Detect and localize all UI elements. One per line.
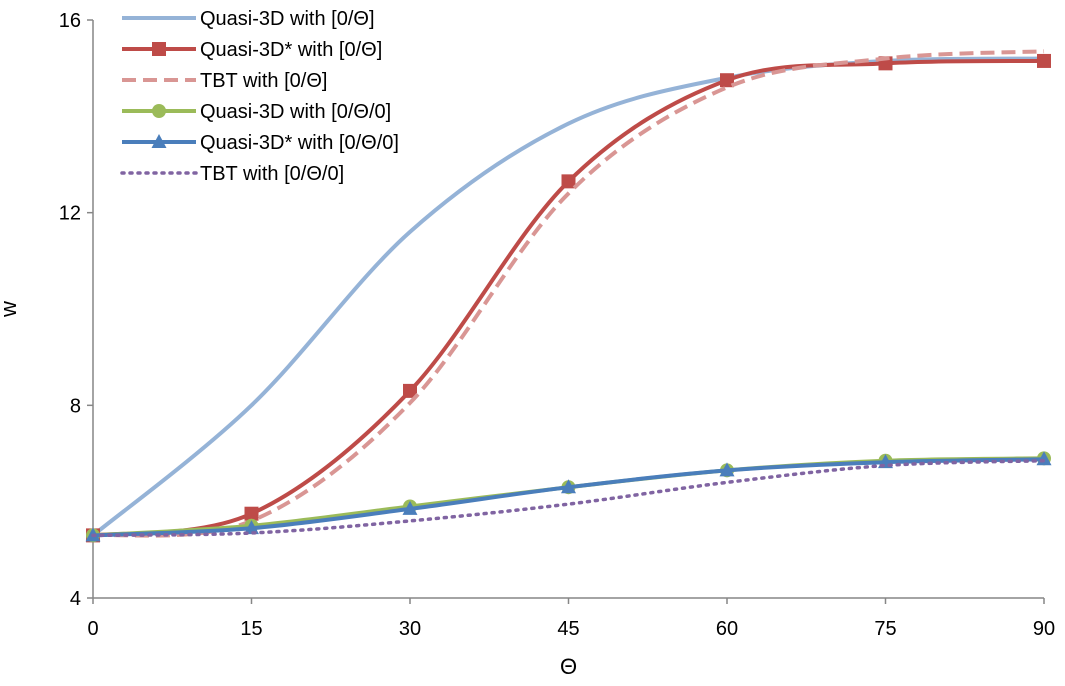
legend-label: Quasi-3D* with [0/Θ] bbox=[200, 39, 382, 61]
data-point bbox=[403, 383, 417, 398]
y-tick-label: 16 bbox=[59, 10, 81, 32]
data-point bbox=[244, 520, 259, 535]
x-tick-label: 30 bbox=[399, 618, 421, 640]
series-5 bbox=[85, 451, 1052, 542]
x-tick-label: 0 bbox=[87, 618, 98, 640]
series-line bbox=[92, 457, 1045, 538]
data-point bbox=[719, 462, 735, 477]
y-tick-label: 12 bbox=[59, 203, 81, 225]
x-tick-label: 90 bbox=[1033, 618, 1055, 640]
series-layer bbox=[85, 49, 1052, 543]
legend-item: TBT with [0/Θ/0] bbox=[120, 163, 344, 185]
series-line bbox=[91, 56, 1045, 537]
series-3 bbox=[92, 49, 1045, 538]
legend-marker bbox=[152, 104, 166, 118]
legend-label: Quasi-3D with [0/Θ] bbox=[200, 8, 375, 30]
data-point bbox=[561, 174, 576, 189]
data-point bbox=[1037, 53, 1051, 68]
series-line bbox=[91, 458, 1046, 538]
series-line bbox=[92, 49, 1045, 538]
legend-label: TBT with [0/Θ/0] bbox=[200, 163, 344, 185]
series-2 bbox=[86, 53, 1051, 543]
series-line bbox=[92, 456, 1045, 538]
legend-item: Quasi-3D* with [0/Θ/0] bbox=[122, 132, 399, 154]
legend-item: Quasi-3D* with [0/Θ] bbox=[122, 39, 382, 61]
x-tick-label: 15 bbox=[240, 618, 262, 640]
y-axis-title: w bbox=[0, 301, 21, 318]
legend-label: TBT with [0/Θ] bbox=[200, 70, 327, 92]
series-1 bbox=[91, 56, 1045, 537]
legend-item: Quasi-3D with [0/Θ] bbox=[122, 8, 375, 30]
y-ticks: 4 8 12 16 bbox=[59, 10, 93, 610]
data-point bbox=[561, 479, 576, 494]
x-tick-label: 75 bbox=[874, 618, 896, 640]
legend-label: Quasi-3D* with [0/Θ/0] bbox=[200, 132, 399, 154]
legend-marker bbox=[152, 42, 166, 56]
legend-item: TBT with [0/Θ] bbox=[122, 70, 327, 92]
y-tick-label: 8 bbox=[70, 395, 81, 417]
x-axis-title: Θ bbox=[560, 654, 577, 679]
legend-marker bbox=[151, 134, 167, 148]
data-point bbox=[244, 506, 259, 521]
data-point bbox=[720, 73, 734, 88]
x-tick-label: 45 bbox=[557, 618, 579, 640]
legend: Quasi-3D with [0/Θ] Quasi-3D* with [0/Θ] T… bbox=[120, 8, 399, 185]
series-6 bbox=[91, 458, 1046, 538]
x-tick-label: 60 bbox=[716, 618, 738, 640]
legend-item: Quasi-3D with [0/Θ/0] bbox=[122, 101, 391, 123]
x-ticks: 0 15 30 45 60 75 90 bbox=[87, 598, 1055, 640]
legend-label: Quasi-3D with [0/Θ/0] bbox=[200, 101, 391, 123]
data-point bbox=[402, 500, 418, 515]
y-tick-label: 4 bbox=[70, 588, 81, 610]
